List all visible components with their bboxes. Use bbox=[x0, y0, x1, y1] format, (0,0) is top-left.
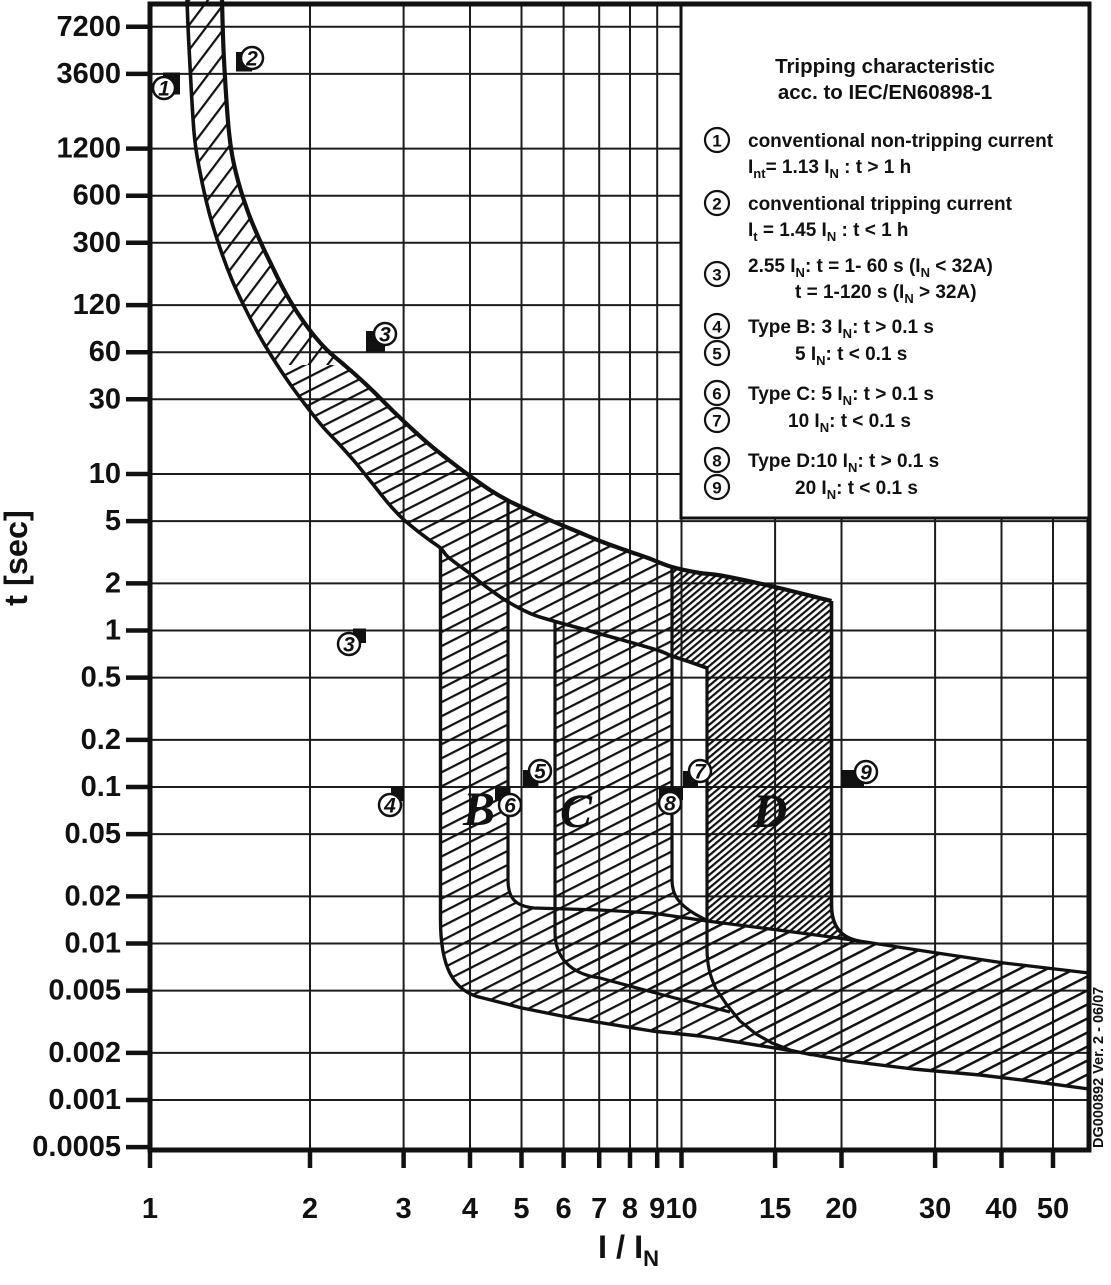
svg-text:6: 6 bbox=[504, 795, 516, 818]
svg-text:1: 1 bbox=[158, 78, 170, 101]
svg-text:0.02: 0.02 bbox=[65, 880, 121, 912]
svg-text:0.01: 0.01 bbox=[65, 928, 121, 960]
svg-text:B: B bbox=[462, 783, 495, 836]
svg-text:7: 7 bbox=[712, 412, 721, 431]
svg-text:9: 9 bbox=[860, 762, 872, 785]
svg-text:0.5: 0.5 bbox=[81, 662, 121, 694]
svg-text:20: 20 bbox=[825, 1193, 857, 1225]
svg-text:4: 4 bbox=[383, 795, 396, 818]
svg-text:Int= 1.13 IN : t > 1 h: Int= 1.13 IN : t > 1 h bbox=[748, 157, 911, 181]
svg-text:1: 1 bbox=[105, 615, 121, 647]
svg-text:9: 9 bbox=[649, 1193, 665, 1225]
svg-text:300: 300 bbox=[73, 227, 121, 259]
svg-text:9: 9 bbox=[712, 479, 721, 498]
svg-text:40: 40 bbox=[985, 1193, 1017, 1225]
svg-text:1: 1 bbox=[142, 1193, 158, 1225]
svg-text:Type C: 5 IN: t > 0.1 s: Type C: 5 IN: t > 0.1 s bbox=[748, 384, 934, 408]
svg-text:6: 6 bbox=[556, 1193, 572, 1225]
svg-text:D: D bbox=[752, 785, 788, 838]
svg-text:0.0005: 0.0005 bbox=[32, 1131, 121, 1163]
svg-text:Type B: 3 IN: t > 0.1 s: Type B: 3 IN: t > 0.1 s bbox=[748, 317, 934, 341]
svg-text:0.005: 0.005 bbox=[48, 975, 121, 1007]
svg-text:conventional non-tripping curr: conventional non-tripping current bbox=[748, 131, 1054, 152]
svg-text:C: C bbox=[560, 785, 593, 838]
svg-text:0.002: 0.002 bbox=[48, 1037, 121, 1069]
svg-text:It = 1.45 IN : t < 1 h: It = 1.45 IN : t < 1 h bbox=[748, 220, 909, 244]
svg-text:3: 3 bbox=[396, 1193, 412, 1225]
svg-text:4: 4 bbox=[462, 1193, 478, 1225]
svg-text:t [sec]: t [sec] bbox=[0, 510, 34, 606]
svg-text:2.55 IN: t = 1- 60 s (IN < 32A: 2.55 IN: t = 1- 60 s (IN < 32A) bbox=[748, 256, 993, 280]
svg-text:8: 8 bbox=[622, 1193, 638, 1225]
svg-text:3: 3 bbox=[712, 266, 721, 285]
svg-text:600: 600 bbox=[73, 180, 121, 212]
svg-text:0.001: 0.001 bbox=[48, 1084, 121, 1116]
svg-text:7200: 7200 bbox=[56, 11, 121, 43]
svg-text:5: 5 bbox=[105, 505, 121, 537]
svg-text:2: 2 bbox=[105, 567, 121, 599]
svg-text:50: 50 bbox=[1037, 1193, 1069, 1225]
svg-text:30: 30 bbox=[919, 1193, 951, 1225]
svg-text:20 IN: t < 0.1 s: 20 IN: t < 0.1 s bbox=[795, 478, 918, 502]
svg-text:4: 4 bbox=[712, 318, 722, 337]
svg-text:10: 10 bbox=[89, 458, 121, 490]
svg-text:acc. to IEC/EN60898-1: acc. to IEC/EN60898-1 bbox=[778, 81, 992, 104]
svg-text:0.05: 0.05 bbox=[65, 818, 121, 850]
svg-text:t = 1-120 s (IN > 32A): t = 1-120 s (IN > 32A) bbox=[795, 282, 977, 306]
svg-text:8: 8 bbox=[712, 452, 721, 471]
svg-text:7: 7 bbox=[591, 1193, 607, 1225]
svg-text:5 IN: t < 0.1 s: 5 IN: t < 0.1 s bbox=[795, 344, 907, 368]
svg-text:1: 1 bbox=[712, 132, 721, 151]
svg-text:5: 5 bbox=[513, 1193, 529, 1225]
svg-text:7: 7 bbox=[694, 761, 707, 784]
svg-text:10: 10 bbox=[665, 1193, 697, 1225]
svg-text:1200: 1200 bbox=[56, 133, 121, 165]
svg-text:8: 8 bbox=[664, 793, 676, 816]
svg-text:0.1: 0.1 bbox=[81, 771, 121, 803]
svg-text:60: 60 bbox=[89, 336, 121, 368]
svg-text:5: 5 bbox=[534, 761, 546, 784]
svg-text:3: 3 bbox=[343, 634, 355, 657]
svg-text:120: 120 bbox=[73, 289, 121, 321]
svg-text:conventional tripping current: conventional tripping current bbox=[748, 194, 1013, 215]
svg-text:2: 2 bbox=[245, 48, 258, 71]
svg-text:Tripping characteristic: Tripping characteristic bbox=[775, 55, 995, 78]
svg-text:Type D:10 IN: t > 0.1 s: Type D:10 IN: t > 0.1 s bbox=[748, 451, 939, 475]
svg-text:2: 2 bbox=[712, 195, 721, 214]
svg-text:10 IN: t < 0.1 s: 10 IN: t < 0.1 s bbox=[788, 411, 911, 435]
svg-text:3: 3 bbox=[379, 324, 391, 347]
svg-text:30: 30 bbox=[89, 383, 121, 415]
svg-text:5: 5 bbox=[712, 345, 721, 364]
svg-text:3600: 3600 bbox=[56, 58, 121, 90]
svg-text:DG000892 Ver. 2 - 06/07: DG000892 Ver. 2 - 06/07 bbox=[1091, 987, 1107, 1148]
svg-text:0.2: 0.2 bbox=[81, 724, 121, 756]
svg-text:2: 2 bbox=[302, 1193, 318, 1225]
svg-text:6: 6 bbox=[712, 385, 721, 404]
svg-text:15: 15 bbox=[759, 1193, 791, 1225]
